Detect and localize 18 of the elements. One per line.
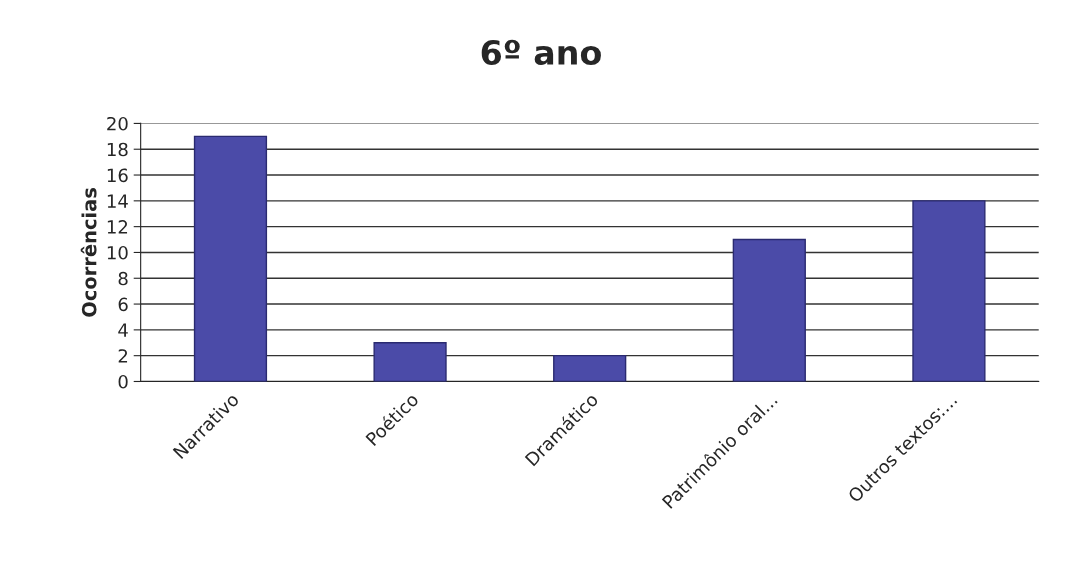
y-tick-label: 8 — [118, 271, 128, 286]
y-tick-label: 20 — [107, 116, 128, 131]
bar — [553, 354, 627, 382]
y-tick-label: 10 — [107, 245, 128, 260]
bar — [732, 238, 806, 382]
bar — [193, 135, 268, 382]
chart-title: 6º ano — [481, 39, 601, 66]
y-tick-label: 4 — [118, 323, 128, 337]
y-axis-title: Ocorrências — [80, 188, 97, 317]
bar — [912, 200, 986, 382]
y-tick-label: 16 — [107, 168, 128, 183]
y-tick-label: 0 — [118, 374, 128, 389]
bar — [373, 342, 447, 382]
y-tick-label: 6 — [118, 297, 128, 312]
y-tick-label: 18 — [107, 142, 128, 157]
y-tick-label: 2 — [118, 349, 128, 363]
y-tick-label: 12 — [107, 220, 128, 234]
y-tick-label: 14 — [107, 194, 128, 208]
